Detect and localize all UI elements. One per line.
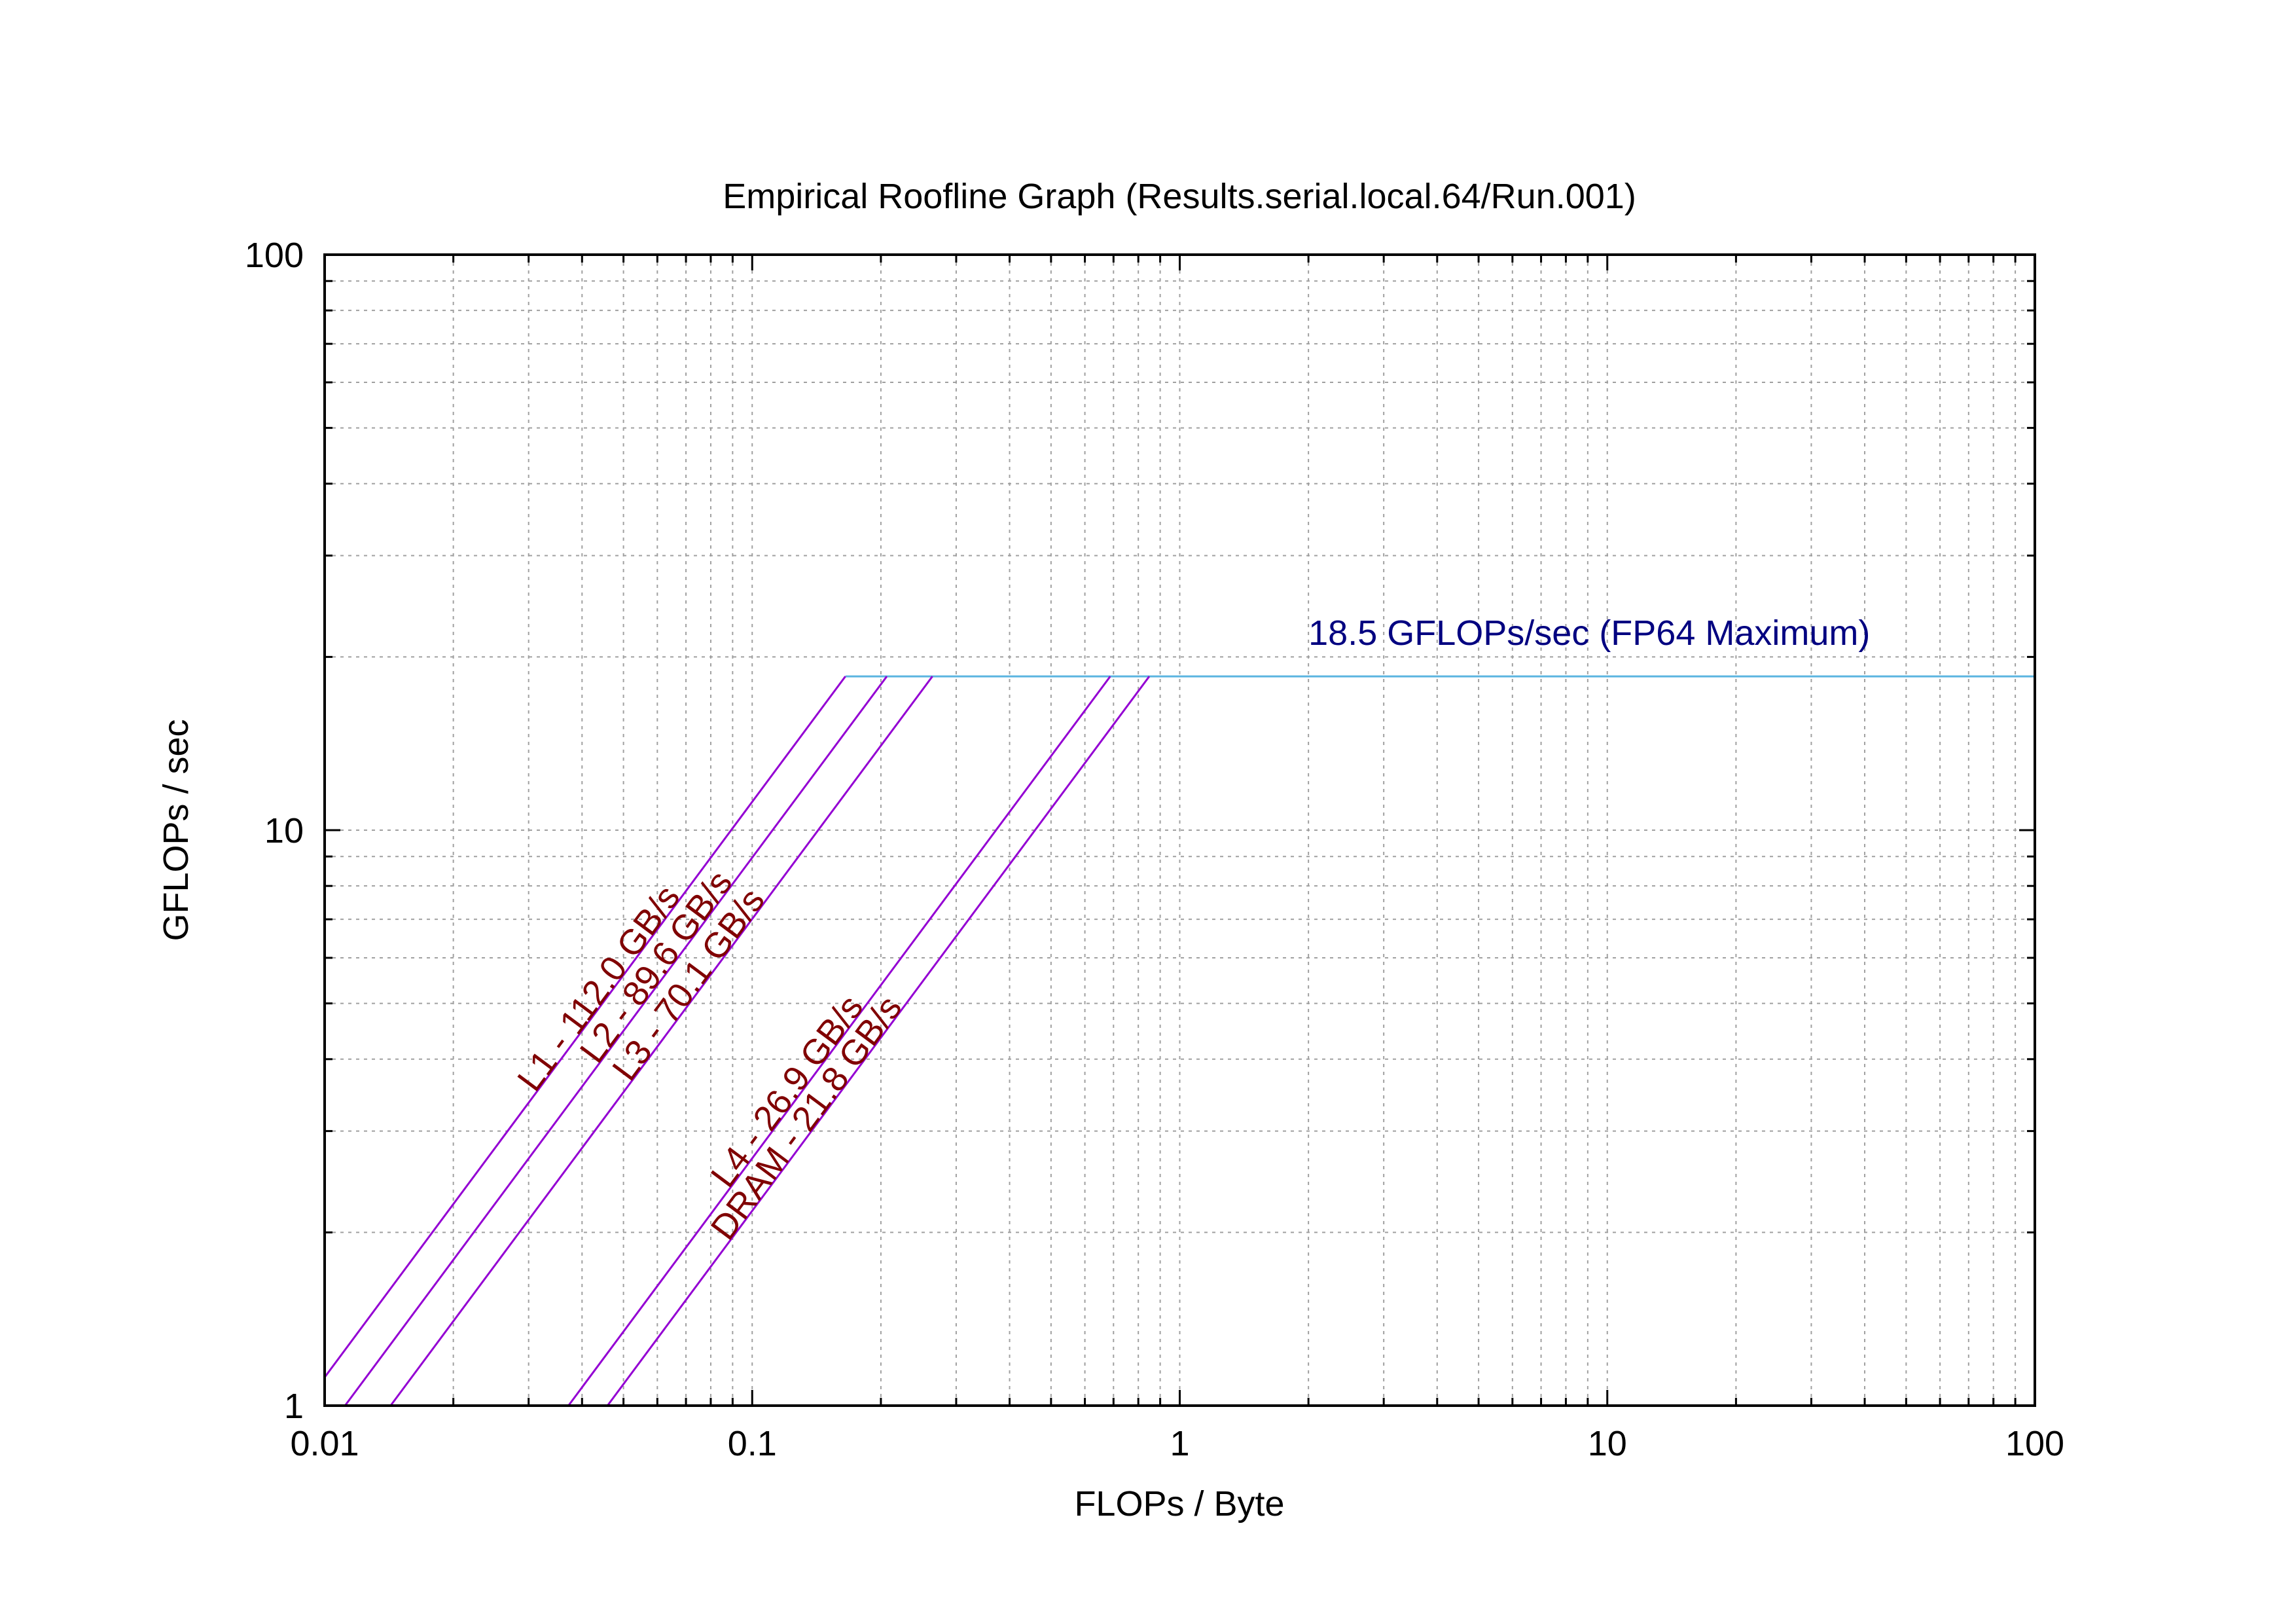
- peak-label: 18.5 GFLOPs/sec (FP64 Maximum): [1308, 613, 1870, 653]
- x-tick-label: 1: [1170, 1424, 1189, 1463]
- bandwidth-line: [344, 676, 888, 1406]
- chart-title: Empirical Roofline Graph (Results.serial…: [723, 177, 1636, 216]
- axis-ticks: [323, 253, 2036, 1407]
- bandwidth-line: [323, 676, 846, 1378]
- grid-lines: [325, 255, 2035, 1406]
- bandwidth-line: [389, 676, 933, 1406]
- y-tick-label: 10: [264, 811, 304, 850]
- x-axis-label: FLOPs / Byte: [1074, 1484, 1284, 1523]
- y-tick-label: 100: [245, 236, 304, 275]
- tick-labels: 0.01 0.1 1 10 100 1 10 100: [245, 236, 2064, 1463]
- x-tick-label: 0.01: [290, 1424, 359, 1463]
- x-tick-label: 0.1: [728, 1424, 777, 1463]
- x-tick-label: 100: [2005, 1424, 2064, 1463]
- roofline-lines: [323, 675, 2035, 1406]
- y-tick-label: 1: [284, 1387, 304, 1426]
- x-tick-label: 10: [1588, 1424, 1627, 1463]
- bandwidth-line: [567, 676, 1111, 1406]
- y-axis-label: GFLOPs / sec: [156, 719, 196, 941]
- bandwidth-line: [606, 676, 1151, 1406]
